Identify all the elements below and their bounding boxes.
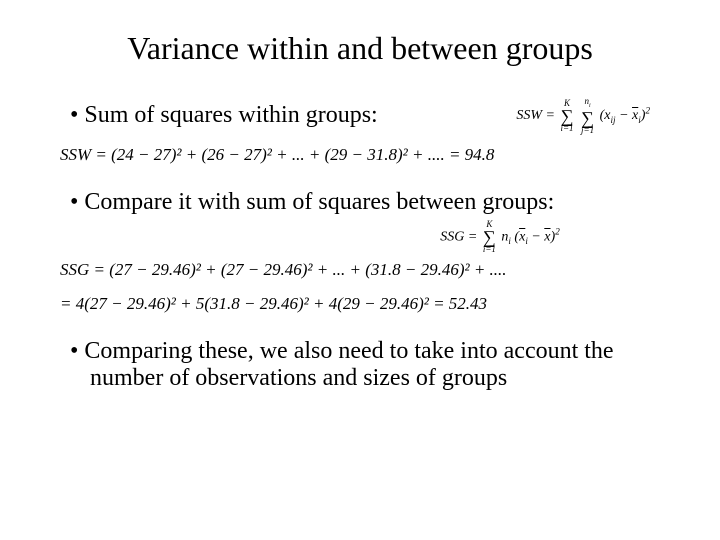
ssw-lhs: SSW = <box>516 108 555 123</box>
bullet-ssw: Sum of squares within groups: <box>70 102 378 129</box>
bullet-ssg: Compare it with sum of squares between g… <box>70 189 680 216</box>
sigma-icon: ∑ <box>581 110 594 126</box>
formula-ssg-worked-line1: SSG = (27 − 29.46)² + (27 − 29.46)² + ..… <box>60 260 680 280</box>
formula-ssw-worked: SSW = (24 − 27)² + (26 − 27)² + ... + (2… <box>60 145 680 165</box>
sum-symbol: K ∑ i=1 <box>483 220 496 254</box>
sum-symbol-outer: K ∑ i=1 <box>560 99 573 133</box>
sum-bot: j=1 <box>581 126 594 135</box>
sigma-icon: ∑ <box>483 229 496 245</box>
formula-ssg-worked-line2: = 4(27 − 29.46)² + 5(31.8 − 29.46)² + 4(… <box>60 294 680 314</box>
minus: − <box>528 229 544 244</box>
formula-ssg-definition: SSG = K ∑ i=1 ni (xi − x)2 <box>320 220 680 254</box>
squared: 2 <box>645 105 650 115</box>
slide-title: Variance within and between groups <box>40 30 680 67</box>
ssg-lhs: SSG = <box>440 229 477 244</box>
sum-bot: i=1 <box>483 245 496 254</box>
minus: − <box>616 108 632 123</box>
squared: 2 <box>555 226 560 236</box>
sum-symbol-inner: ni ∑ j=1 <box>581 97 594 135</box>
bullet-compare: Comparing these, we also need to take in… <box>70 338 680 392</box>
sub-i: i <box>508 236 511 246</box>
sum-bot: i=1 <box>560 124 573 133</box>
sigma-icon: ∑ <box>560 108 573 124</box>
formula-ssw-definition: SSW = K ∑ i=1 ni ∑ j=1 (xij − xi)2 <box>516 97 650 135</box>
